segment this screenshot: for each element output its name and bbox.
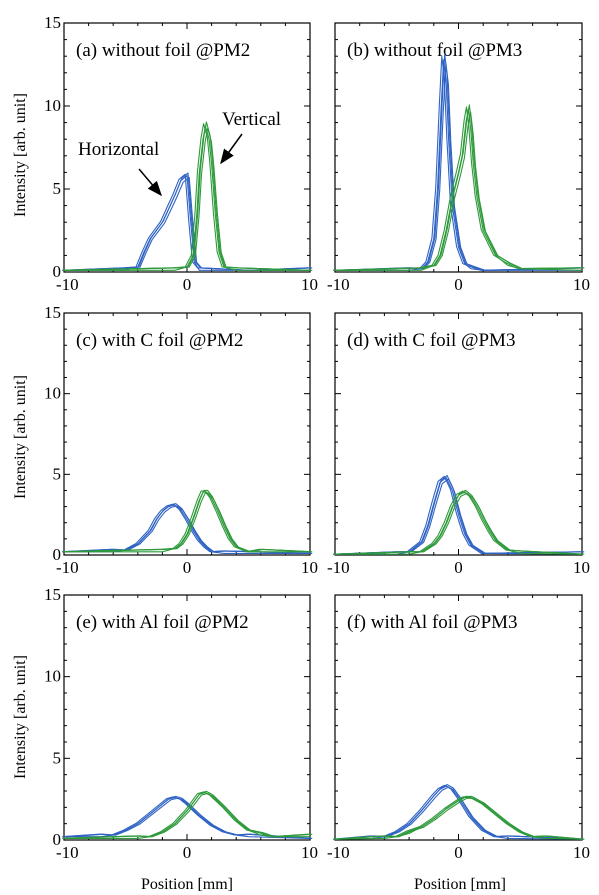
x-tick-label: 0 (454, 275, 463, 294)
y-axis-title-row-2: Intensity [arb. unit] (12, 375, 29, 499)
panel-label: (a) without foil @PM2 (76, 40, 250, 61)
y-tick-label: 0 (53, 262, 62, 281)
x-tick-label: 10 (301, 275, 318, 294)
series-vertical-trace (333, 106, 581, 271)
panel-label: (d) with C foil @PM3 (347, 330, 515, 351)
panel-2: -10 0 10 (b) without foil @PM3 (327, 22, 590, 294)
series-horizontal-trace (335, 474, 584, 555)
panel-4: -10 0 10 (d) with C foil @PM3 (327, 312, 590, 577)
series-vertical-trace (62, 123, 309, 271)
series-vertical-trace (64, 790, 312, 839)
series-horizontal-trace (335, 53, 584, 271)
y-tick-label: 0 (53, 830, 62, 849)
series-horizontal-trace (64, 503, 312, 554)
panel-label: (c) with C foil @PM2 (76, 330, 243, 351)
series-horizontal-trace (62, 796, 309, 839)
arrow-horizontal (138, 168, 162, 197)
x-axis-title-left: Position [mm] (141, 876, 233, 893)
series-horizontal-trace (62, 173, 309, 271)
series-horizontal-trace (334, 785, 583, 840)
y-axis-title-row-1: Intensity [arb. unit] (12, 93, 29, 217)
series-horizontal-trace (337, 786, 585, 840)
panel-label: (b) without foil @PM3 (347, 40, 522, 61)
x-tick-label: -10 (56, 558, 79, 577)
y-tick-label: 5 (53, 179, 62, 198)
series-vertical-trace (62, 490, 309, 553)
series-vertical-trace (333, 490, 581, 555)
x-tick-label: 10 (301, 843, 318, 862)
series-vertical-trace (64, 121, 312, 271)
x-tick-label: 0 (454, 843, 463, 862)
y-tick-label: 10 (44, 96, 61, 115)
x-tick-label: -10 (56, 275, 79, 294)
series-horizontal-trace (337, 62, 585, 271)
series-vertical-trace (64, 489, 312, 553)
y-axis-title-row-3: Intensity [arb. unit] (12, 655, 29, 779)
series-horizontal-trace (333, 475, 581, 555)
x-tick-label: 10 (301, 558, 318, 577)
arrow-vertical (220, 133, 243, 165)
series-horizontal-trace (333, 55, 581, 271)
series-horizontal-trace (62, 503, 309, 554)
series-vertical-trace (333, 796, 581, 840)
y-tick-label: 0 (53, 545, 62, 564)
x-tick-label: -10 (56, 843, 79, 862)
series-horizontal-trace (66, 176, 313, 271)
y-tick-label: 10 (44, 384, 61, 403)
y-tick-label: 15 (44, 13, 61, 32)
y-tick-label: 5 (53, 748, 62, 767)
y-tick-label: 15 (44, 303, 61, 322)
x-tick-label: -10 (327, 558, 350, 577)
x-tick-label: 0 (454, 558, 463, 577)
series-vertical-trace (66, 792, 313, 839)
series-vertical-trace (64, 792, 310, 839)
x-tick-label: -10 (327, 843, 350, 862)
series-horizontal-trace (335, 477, 583, 555)
x-tick-label: 0 (183, 275, 192, 294)
annotation-arrows (138, 133, 243, 197)
series-horizontal-trace (64, 172, 312, 271)
series-vertical-trace (337, 492, 585, 555)
x-tick-label: 10 (573, 843, 590, 862)
series-horizontal-trace (335, 784, 584, 840)
series-horizontal-trace (333, 784, 581, 840)
panel-6: -10 0 10 (f) with Al foil @PM3 (327, 594, 590, 862)
series-vertical-trace (335, 489, 584, 555)
y-tick-label: 10 (44, 667, 61, 686)
x-tick-label: 10 (573, 275, 590, 294)
x-tick-label: 0 (183, 843, 192, 862)
series-vertical-trace (335, 104, 584, 271)
y-tick-label: 5 (53, 464, 62, 483)
series-vertical-trace (334, 796, 583, 840)
x-tick-label: 10 (573, 558, 590, 577)
panel-label: (e) with Al foil @PM2 (76, 612, 249, 633)
series-horizontal-trace (64, 175, 310, 271)
x-tick-label: 0 (183, 558, 192, 577)
y-tick-label: 15 (44, 585, 61, 604)
series-horizontal-trace (66, 505, 313, 554)
panel-label: (f) with Al foil @PM3 (347, 612, 518, 633)
x-axis-title-right: Position [mm] (414, 876, 506, 893)
series-horizontal-trace (64, 795, 312, 839)
series-horizontal-trace (337, 478, 585, 555)
series-vertical-trace (335, 795, 584, 840)
x-tick-label: -10 (327, 275, 350, 294)
annotation-horizontal: Horizontal (78, 139, 159, 160)
annotation-vertical: Vertical (222, 109, 281, 130)
